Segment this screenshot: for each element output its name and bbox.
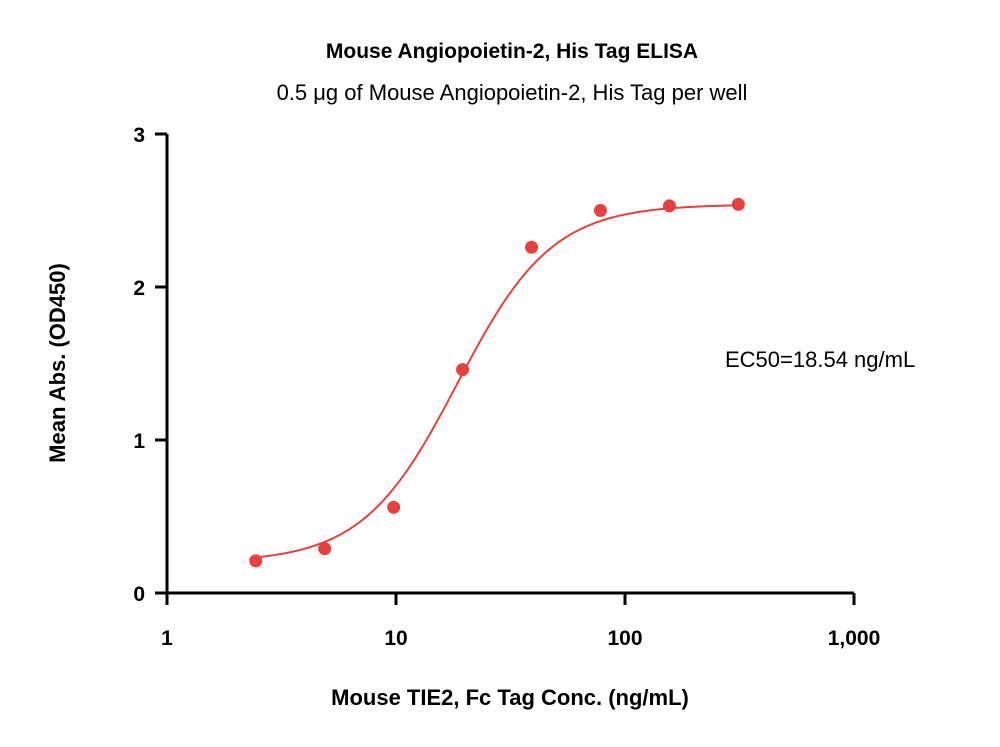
y-axis-ticks: 0 1 2 3 (133, 124, 167, 606)
x-tick-label: 10 (384, 627, 407, 650)
x-tick-label: 100 (607, 627, 642, 650)
x-axis-ticks: 1 10 100 1,000 (161, 593, 880, 650)
data-point (249, 554, 263, 568)
y-tick-label: 1 (133, 430, 145, 453)
data-points (249, 197, 745, 568)
x-tick-label: 1,000 (828, 627, 881, 650)
data-point (731, 197, 745, 211)
data-point (525, 240, 539, 254)
chart-subtitle: 0.5 μg of Mouse Angiopoietin-2, His Tag … (277, 80, 748, 105)
y-tick-label: 3 (133, 124, 145, 147)
chart-title: Mouse Angiopoietin-2, His Tag ELISA (326, 40, 698, 63)
data-point (318, 542, 332, 556)
y-tick-label: 2 (133, 277, 145, 300)
x-axis-label: Mouse TIE2, Fc Tag Conc. (ng/mL) (331, 685, 689, 710)
y-tick-label: 0 (133, 583, 145, 606)
ec50-annotation: EC50=18.54 ng/mL (725, 347, 915, 372)
data-point (387, 500, 401, 514)
fit-curve (255, 204, 739, 559)
data-point (593, 204, 607, 217)
y-axis-label: Mean Abs. (OD450) (45, 263, 70, 463)
data-point (662, 199, 676, 213)
x-tick-label: 1 (161, 627, 173, 650)
data-point (456, 363, 470, 377)
